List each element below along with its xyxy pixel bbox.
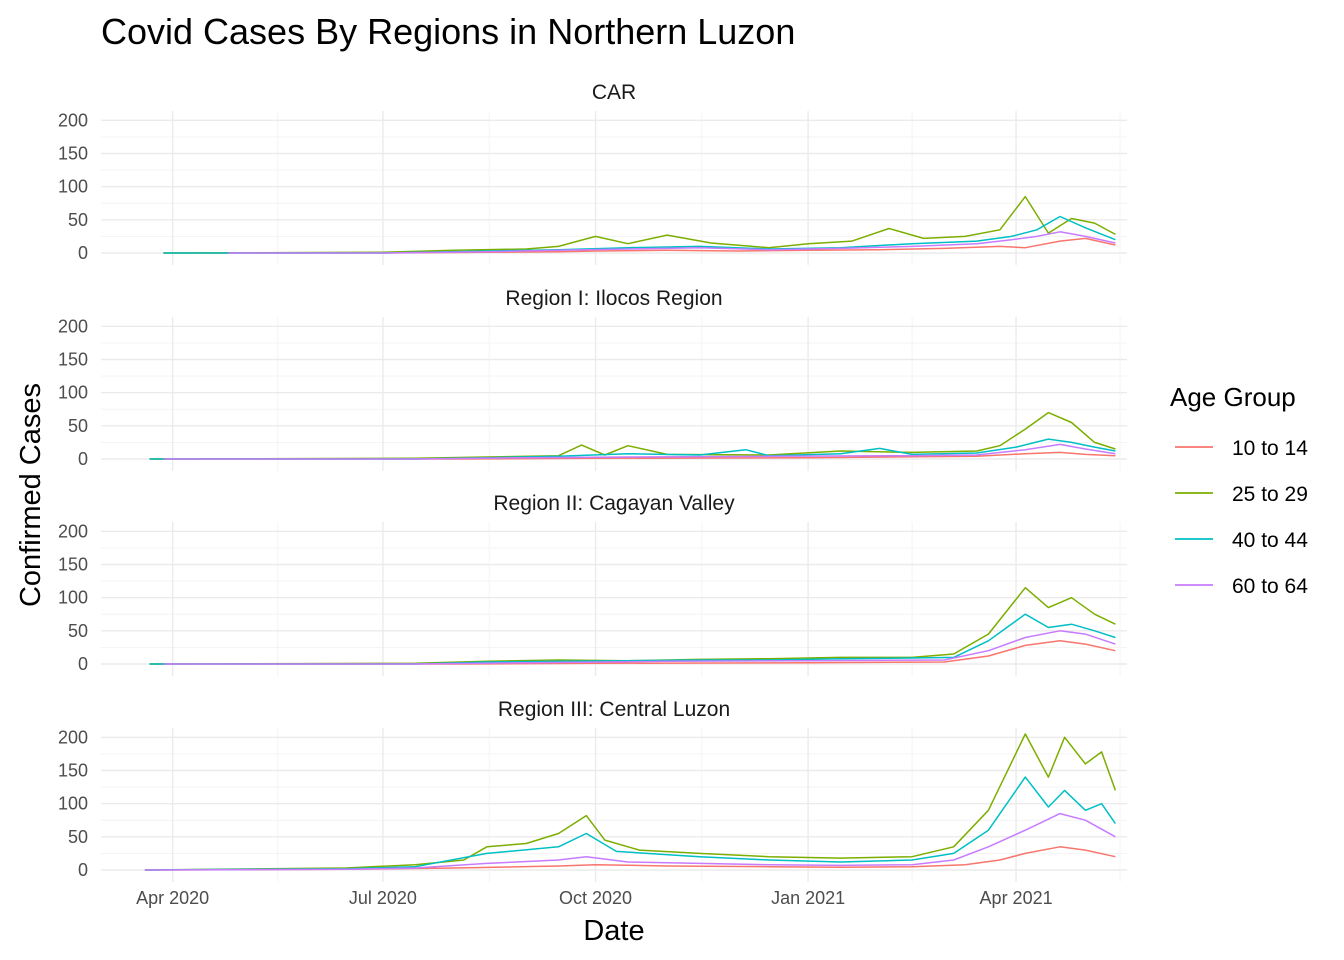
series-line	[144, 812, 1116, 871]
series-line	[163, 237, 1116, 254]
series-line	[149, 640, 1116, 665]
y-tick-label: 100	[58, 588, 88, 608]
facet-panel: Region II: Cagayan Valley 0 50 100 150 200	[58, 492, 1127, 676]
series-line	[144, 776, 1117, 871]
x-tick-label: Jul 2020	[349, 888, 417, 908]
legend-items: 10 to 14 25 to 29 40 to 44 60 to 64	[1175, 437, 1308, 598]
y-tick-label: 200	[58, 521, 88, 541]
series-line	[144, 846, 1116, 871]
y-tick-label: 200	[58, 110, 88, 130]
facet-title: Region II: Cagayan Valley	[493, 492, 735, 515]
legend-item: 25 to 29	[1175, 483, 1308, 506]
y-tick-label: 0	[78, 449, 88, 469]
legend: Age Group 10 to 14 25 to 29 40 to 44 60 to …	[1170, 382, 1308, 598]
y-tick-label: 0	[78, 860, 88, 880]
series-line	[144, 733, 1117, 871]
legend-label: 10 to 14	[1232, 437, 1308, 460]
y-tick-label: 0	[78, 243, 88, 263]
legend-item: 60 to 64	[1175, 575, 1308, 598]
x-tick-label: Apr 2020	[136, 888, 209, 908]
y-tick-label: 100	[58, 177, 88, 197]
y-tick-label: 50	[68, 416, 88, 436]
y-tick-label: 150	[58, 143, 88, 163]
facet-panel: Region III: Central Luzon 0 50 100 150 200	[58, 698, 1127, 882]
y-tick-label: 50	[68, 210, 88, 230]
y-tick-label: 50	[68, 621, 88, 641]
x-tick-label: Oct 2020	[559, 888, 632, 908]
y-tick-label: 50	[68, 827, 88, 847]
series-line	[149, 586, 1116, 665]
legend-item: 40 to 44	[1175, 529, 1308, 552]
chart-title: Covid Cases By Regions in Northern Luzon	[101, 11, 795, 52]
series-line	[163, 630, 1116, 665]
facet-panel: Region I: Ilocos Region 0 50 100 150 200	[58, 287, 1127, 471]
y-tick-label: 150	[58, 349, 88, 369]
x-axis-title: Date	[583, 915, 644, 947]
series-line	[149, 411, 1116, 460]
legend-label: 40 to 44	[1232, 529, 1308, 552]
series-line	[163, 195, 1116, 254]
legend-title: Age Group	[1170, 382, 1296, 412]
facet-title: Region I: Ilocos Region	[505, 287, 722, 310]
y-tick-label: 200	[58, 316, 88, 336]
series-line	[163, 443, 1116, 460]
series-line	[149, 451, 1116, 460]
facet-panels: CAR 0 50 100 150 200 Region I: Ilocos Region 0 5…	[58, 81, 1127, 882]
series-line	[149, 613, 1116, 665]
series-line	[149, 438, 1116, 460]
y-tick-label: 150	[58, 760, 88, 780]
y-tick-label: 0	[78, 654, 88, 674]
x-tick-label: Apr 2021	[980, 888, 1053, 908]
x-axis: Apr 2020 Jul 2020 Oct 2020 Jan 2021 Apr 2021	[136, 888, 1053, 908]
y-axis-title: Confirmed Cases	[15, 383, 47, 607]
series-line	[228, 231, 1116, 254]
legend-label: 60 to 64	[1232, 575, 1308, 598]
facet-panel: CAR 0 50 100 150 200	[58, 81, 1127, 265]
x-tick-label: Jan 2021	[771, 888, 845, 908]
facet-title: Region III: Central Luzon	[498, 698, 730, 721]
y-tick-label: 200	[58, 727, 88, 747]
legend-label: 25 to 29	[1232, 483, 1308, 506]
y-tick-label: 150	[58, 554, 88, 574]
facet-title: CAR	[592, 81, 636, 104]
y-tick-label: 100	[58, 794, 88, 814]
y-tick-label: 100	[58, 383, 88, 403]
legend-item: 10 to 14	[1175, 437, 1308, 460]
